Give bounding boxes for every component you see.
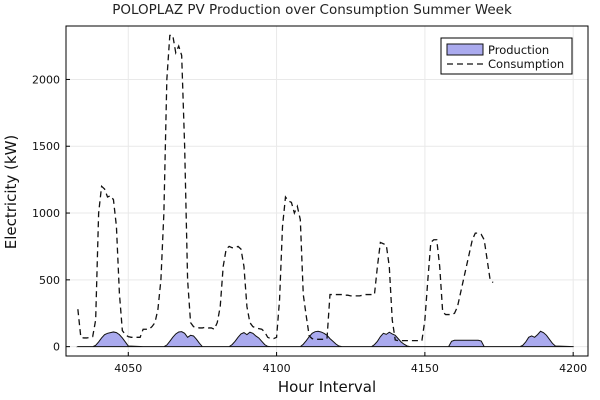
y-axis-label: Electricity (kW) bbox=[2, 135, 20, 250]
y-tick-label: 1500 bbox=[32, 140, 60, 153]
data-layer bbox=[75, 34, 574, 348]
chart-title: POLOPLAZ PV Production over Consumption … bbox=[112, 2, 512, 18]
x-tick-label: 4200 bbox=[559, 362, 587, 375]
consumption-series-line bbox=[77, 34, 494, 342]
x-tick-label: 4150 bbox=[411, 362, 439, 375]
y-tick-label: 2000 bbox=[32, 73, 60, 86]
y-tick-label: 500 bbox=[39, 274, 60, 287]
legend-production-label: Production bbox=[488, 43, 549, 57]
legend-production-swatch bbox=[446, 43, 484, 56]
x-tick-label: 4050 bbox=[114, 362, 142, 375]
production-series-area bbox=[75, 330, 574, 348]
x-tick-label: 4100 bbox=[263, 362, 291, 375]
x-axis-label: Hour Interval bbox=[278, 378, 376, 396]
plot-frame bbox=[65, 25, 589, 357]
y-axis-ticks: 0 500 1000 1500 2000 bbox=[32, 73, 70, 354]
y-tick-label: 1000 bbox=[32, 207, 60, 220]
x-axis-ticks: 4050 4100 4150 4200 bbox=[114, 352, 587, 375]
grid-layer bbox=[66, 26, 588, 356]
axes-layer bbox=[65, 25, 589, 357]
legend-consumption-label: Consumption bbox=[488, 57, 564, 71]
y-tick-label: 0 bbox=[53, 341, 60, 354]
legend: Production Consumption bbox=[440, 37, 573, 75]
